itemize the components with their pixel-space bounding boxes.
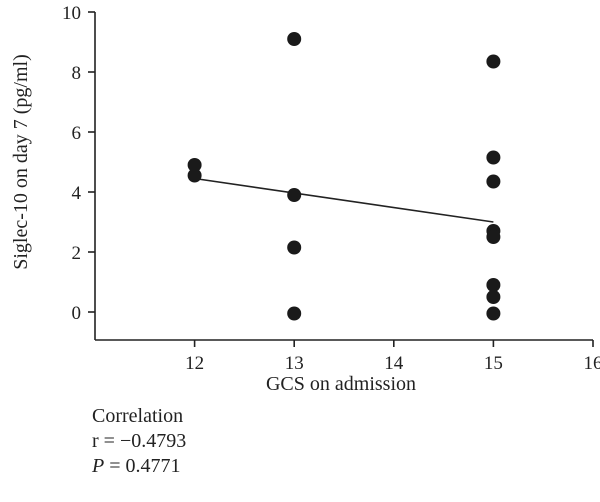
data-point (486, 278, 501, 292)
data-point (187, 158, 202, 172)
data-point (486, 150, 501, 165)
r-value: = −0.4793 (103, 430, 187, 452)
scatter-chart: 0 2 4 6 8 10 12 13 14 15 16 GCS on admission Sigle… (10, 3, 600, 395)
y-axis-title: Siglec-10 on day 7 (pg/ml) (10, 54, 32, 270)
y-tick-label: 0 (72, 303, 82, 324)
y-tick-label: 6 (72, 123, 82, 144)
regression-line (194, 177, 494, 223)
regression-layer (194, 177, 494, 223)
y-tick-label: 10 (62, 3, 81, 24)
stats-title: Correlation (92, 405, 184, 427)
data-point (287, 32, 302, 46)
r-label: r (92, 430, 99, 452)
x-axis-title: GCS on admission (266, 373, 416, 395)
ticks: 0 2 4 6 8 10 12 13 14 15 16 (62, 3, 600, 374)
data-point (486, 306, 501, 321)
y-tick-label: 4 (72, 183, 82, 204)
data-point (287, 188, 302, 202)
p-label: P (92, 455, 105, 477)
x-tick-label: 13 (285, 353, 304, 374)
x-tick-label: 14 (384, 353, 404, 374)
data-point (486, 290, 501, 304)
axes (94, 12, 593, 341)
p-value: = 0.4771 (109, 455, 181, 477)
stats-p: P = 0.4771 (92, 454, 186, 479)
x-tick-label: 15 (484, 353, 503, 374)
x-tick-label: 12 (185, 353, 204, 374)
y-tick-label: 2 (72, 243, 82, 264)
data-point (486, 54, 501, 69)
y-tick-label: 8 (72, 63, 82, 84)
points-layer (187, 32, 501, 321)
data-point (486, 230, 501, 244)
correlation-stats: Correlation r = −0.4793 P = 0.4771 (92, 404, 186, 479)
data-point (486, 174, 501, 189)
data-point (287, 306, 302, 321)
data-point (187, 168, 202, 183)
stats-r: r = −0.4793 (92, 429, 186, 454)
data-point (287, 240, 302, 255)
x-tick-label: 16 (584, 353, 600, 374)
